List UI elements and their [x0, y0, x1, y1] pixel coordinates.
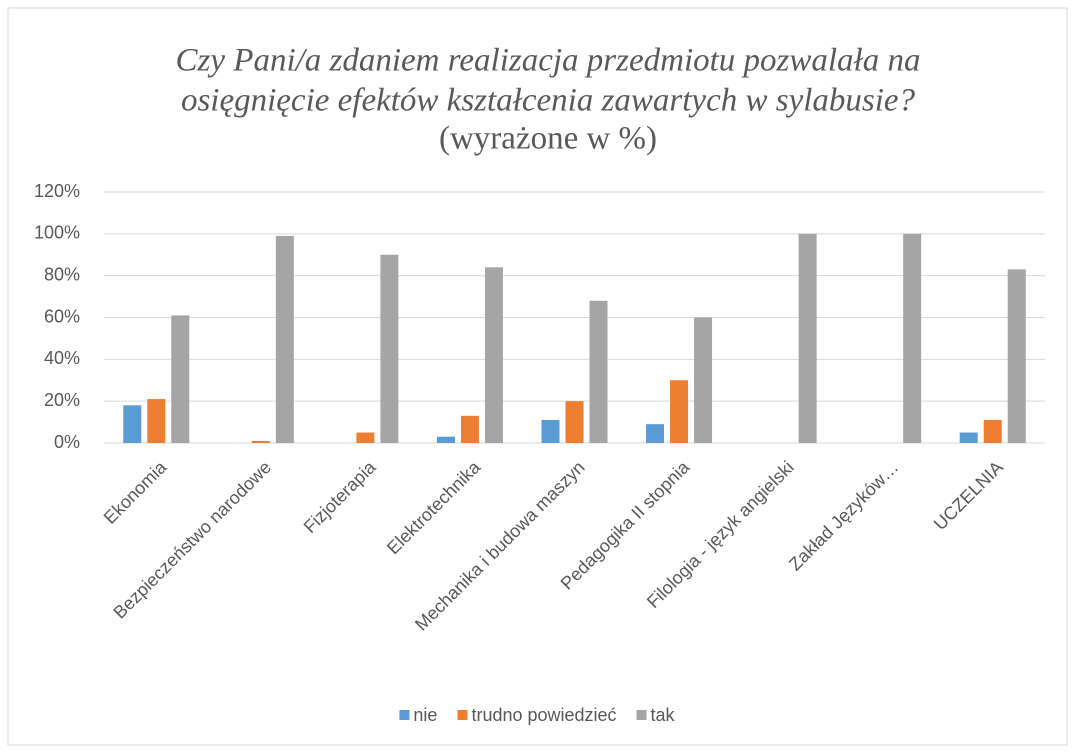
- bar: [460, 415, 479, 443]
- bar: [147, 399, 166, 443]
- legend-label: tak: [651, 705, 676, 725]
- bar: [798, 233, 817, 443]
- chart-title: Czy Pani/a zdaniem realizacja przedmiotu…: [176, 43, 921, 79]
- legend-swatch: [457, 710, 468, 720]
- chart-title: osięgnięcie efektów kształcenia zawartyc…: [181, 83, 916, 119]
- y-tick-label: 120%: [34, 181, 80, 201]
- bar: [275, 235, 294, 443]
- bar: [356, 432, 375, 443]
- bar: [565, 401, 584, 443]
- y-tick-label: 20%: [44, 390, 80, 410]
- legend-swatch: [399, 710, 410, 720]
- bar: [380, 254, 399, 443]
- bar: [983, 419, 1002, 443]
- bar: [670, 380, 689, 443]
- legend-label: trudno powiedzieć: [471, 705, 616, 725]
- bar: [646, 424, 665, 443]
- y-tick-label: 100%: [34, 223, 80, 243]
- y-tick-label: 60%: [44, 306, 80, 326]
- bar: [589, 300, 608, 443]
- bar: [171, 315, 190, 443]
- bar: [903, 233, 922, 443]
- y-tick-label: 0%: [54, 432, 80, 452]
- bar: [959, 432, 978, 443]
- bar: [123, 405, 142, 443]
- bar: [1007, 269, 1026, 443]
- bar: [694, 317, 713, 443]
- bar: [436, 436, 455, 443]
- y-tick-label: 80%: [44, 264, 80, 284]
- y-tick-label: 40%: [44, 348, 80, 368]
- legend-label: nie: [413, 705, 437, 725]
- chart-subtitle: (wyrażone w %): [439, 121, 657, 157]
- bar: [484, 267, 503, 443]
- bar: [541, 419, 560, 443]
- bar: [251, 440, 270, 443]
- legend-swatch: [636, 710, 647, 720]
